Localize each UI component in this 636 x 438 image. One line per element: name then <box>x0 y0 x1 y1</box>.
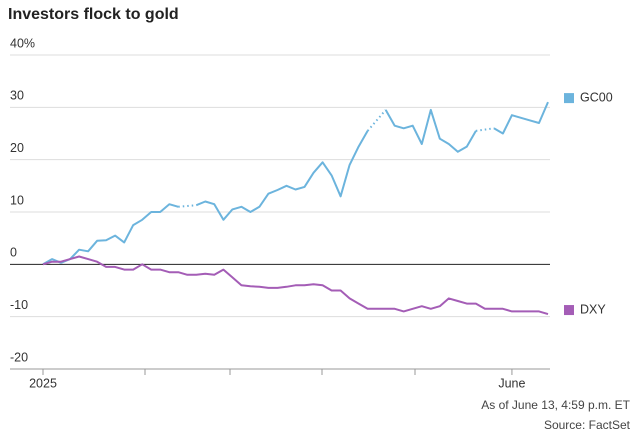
legend-swatch <box>564 93 574 104</box>
note: As of June 13, 4:59 p.m. ET <box>481 398 630 412</box>
legend-label: GC00 <box>580 90 613 104</box>
y-tick-label: 20 <box>10 141 24 155</box>
y-tick-label: 30 <box>10 89 24 103</box>
y-tick-label: 40% <box>10 36 35 50</box>
gap-connector <box>178 204 197 208</box>
y-tick-label: 0 <box>10 246 17 260</box>
gap-connector <box>475 127 495 132</box>
y-tick-label: -10 <box>10 298 28 312</box>
chart-title: Investors flock to gold <box>8 6 179 23</box>
legend-label: DXY <box>580 302 606 316</box>
x-tick-label: June <box>498 376 525 390</box>
legend-swatch <box>564 305 574 316</box>
x-tick-label: 2025 <box>29 376 57 390</box>
y-tick-label: 10 <box>10 193 24 207</box>
month-ticks <box>144 369 416 375</box>
y-tick-label: -20 <box>10 350 28 364</box>
series-line <box>42 255 549 316</box>
source: Source: FactSet <box>544 418 631 432</box>
series-line <box>42 101 549 266</box>
gap-connector <box>366 109 387 132</box>
